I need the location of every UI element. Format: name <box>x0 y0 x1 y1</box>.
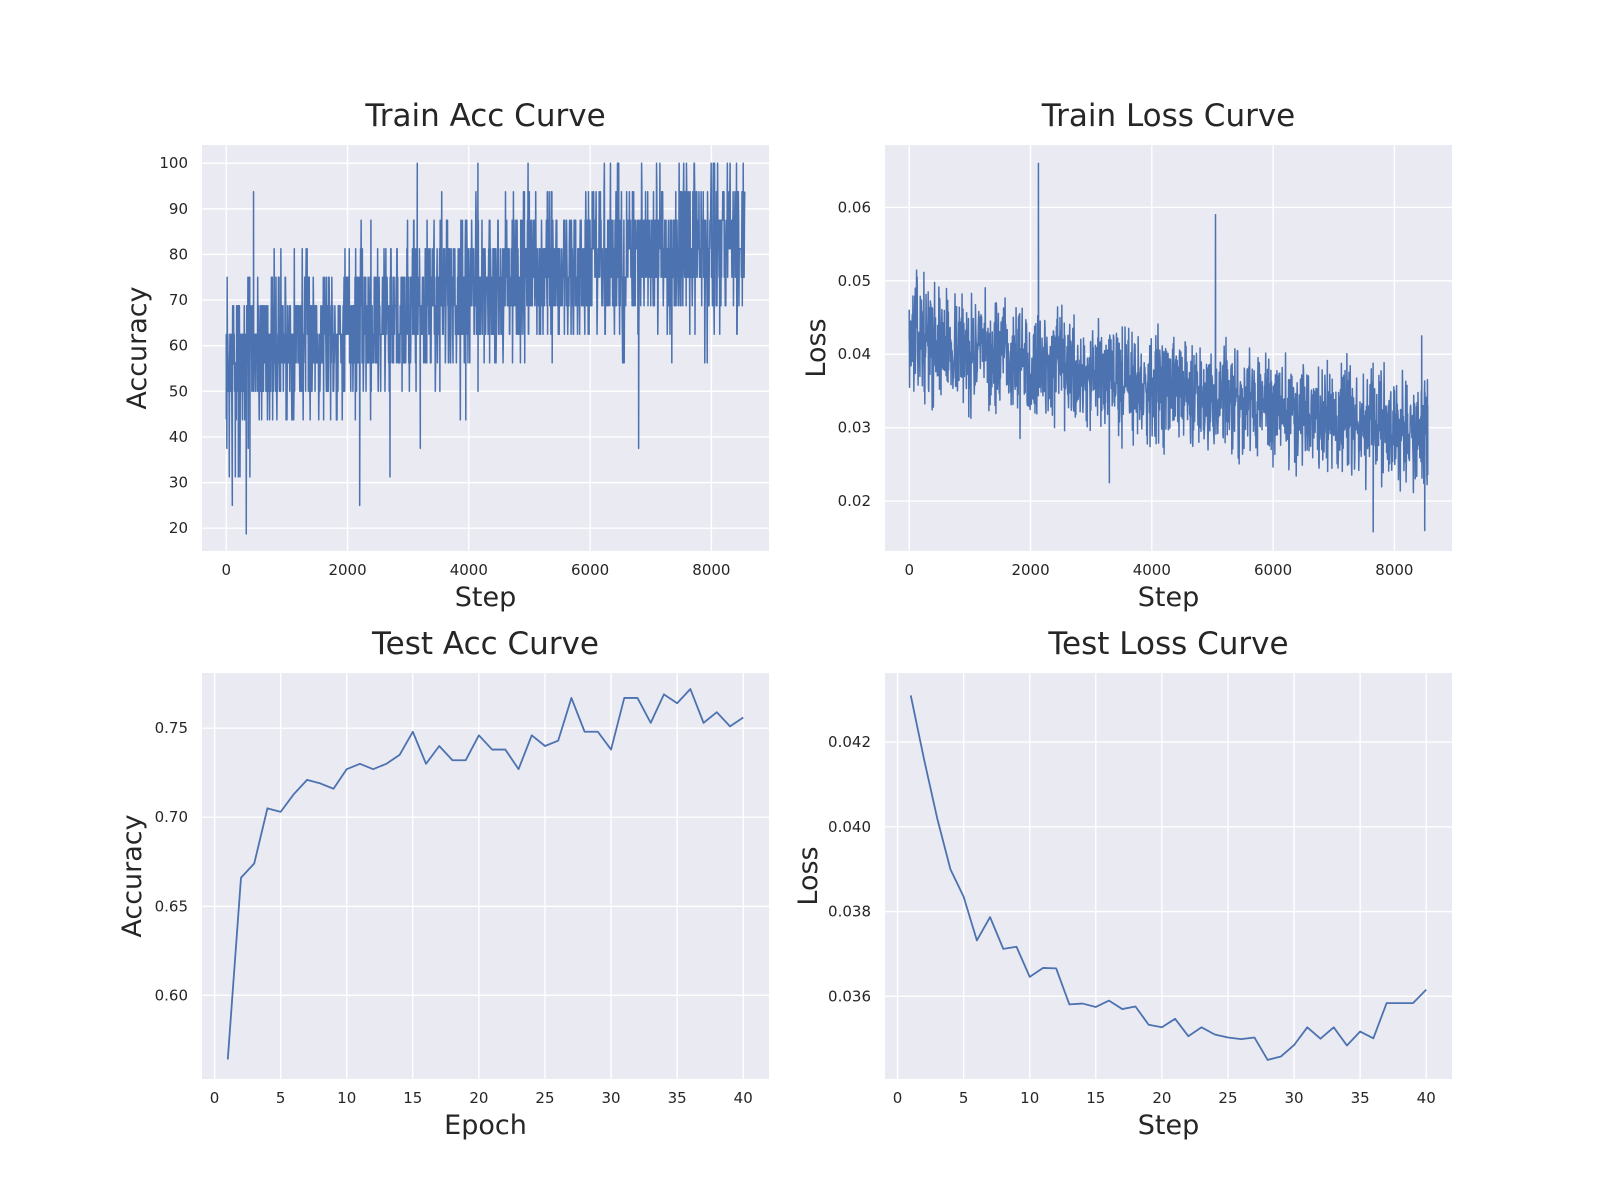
y-axis-label-test-acc: Accuracy <box>117 814 148 937</box>
x-tick-label: 6000 <box>571 561 609 579</box>
x-tick-label: 2000 <box>328 561 366 579</box>
y-tick-label: 0.60 <box>155 986 188 1004</box>
y-tick-label: 40 <box>169 428 188 446</box>
panel-test-loss: 0 5 10 15 20 25 30 35 40 0.036 0.038 0.040 0.042 Te… <box>793 626 1452 1141</box>
x-axis-label-test-acc: Epoch <box>444 1110 527 1141</box>
x-tick-label: 30 <box>1285 1089 1304 1107</box>
x-axis-label-train-loss: Step <box>1138 582 1199 613</box>
y-axis-label-train-loss: Loss <box>801 318 832 377</box>
panel-train-acc: 0 2000 4000 6000 8000 20 30 40 50 60 70 80 90 100 Tr… <box>122 98 769 613</box>
y-tick-label: 20 <box>169 519 188 537</box>
y-tick-label: 0.65 <box>155 897 188 915</box>
panel-train-loss: 0 2000 4000 6000 8000 0.02 0.03 0.04 0.05 0.06 T… <box>801 98 1452 613</box>
x-tick-label: 25 <box>1218 1089 1237 1107</box>
y-tick-label: 0.70 <box>155 808 188 826</box>
x-tick-label: 5 <box>959 1089 969 1107</box>
series-line-test-acc <box>226 688 744 1060</box>
y-tick-label: 50 <box>169 382 188 400</box>
x-tick-label: 25 <box>535 1089 554 1107</box>
y-tick-label: 0.02 <box>838 492 871 510</box>
plot-area-test-loss <box>885 673 1452 1079</box>
x-tick-label: 10 <box>337 1089 356 1107</box>
x-tick-label: 0 <box>210 1089 220 1107</box>
x-tick-label: 6000 <box>1254 561 1292 579</box>
panel-test-acc: 0 5 10 15 20 25 30 35 40 0.60 0.65 0.70 0.75 Test A… <box>117 626 769 1141</box>
y-tick-label: 0.042 <box>828 733 871 751</box>
x-tick-label: 10 <box>1020 1089 1039 1107</box>
series-line-train-loss <box>908 162 1429 533</box>
x-tick-label: 40 <box>734 1089 753 1107</box>
x-tick-label: 0 <box>893 1089 903 1107</box>
y-tick-label: 0.05 <box>838 272 871 290</box>
y-tick-label: 0.06 <box>838 198 871 216</box>
chart-title-test-acc: Test Acc Curve <box>371 626 599 662</box>
y-axis-label-train-acc: Accuracy <box>122 286 153 409</box>
y-tick-label: 0.038 <box>828 903 871 921</box>
y-tick-label: 100 <box>159 154 188 172</box>
x-axis-label-test-loss: Step <box>1138 1110 1199 1141</box>
x-tick-label: 8000 <box>692 561 730 579</box>
series-line-test-loss <box>909 695 1427 1061</box>
x-tick-label: 20 <box>469 1089 488 1107</box>
chart-title-train-loss: Train Loss Curve <box>1041 98 1296 134</box>
x-tick-label: 15 <box>1086 1089 1105 1107</box>
plot-area-test-acc <box>202 673 769 1079</box>
x-tick-label: 2000 <box>1011 561 1049 579</box>
x-tick-label: 30 <box>602 1089 621 1107</box>
y-tick-label: 0.040 <box>828 818 871 836</box>
y-tick-label: 70 <box>169 291 188 309</box>
x-tick-label: 0 <box>904 561 914 579</box>
x-tick-label: 4000 <box>1133 561 1171 579</box>
y-tick-label: 80 <box>169 245 188 263</box>
x-tick-label: 35 <box>668 1089 687 1107</box>
x-tick-label: 35 <box>1351 1089 1370 1107</box>
y-tick-label: 0.04 <box>838 345 871 363</box>
x-tick-label: 0 <box>221 561 231 579</box>
x-tick-label: 8000 <box>1375 561 1413 579</box>
x-tick-label: 4000 <box>450 561 488 579</box>
y-tick-label: 0.036 <box>828 987 871 1005</box>
y-tick-label: 0.75 <box>155 719 188 737</box>
x-tick-label: 5 <box>276 1089 286 1107</box>
series-line-train-acc <box>225 162 746 535</box>
y-tick-label: 60 <box>169 337 188 355</box>
x-tick-label: 40 <box>1417 1089 1436 1107</box>
y-tick-label: 90 <box>169 200 188 218</box>
chart-title-train-acc: Train Acc Curve <box>364 98 605 134</box>
chart-title-test-loss: Test Loss Curve <box>1047 626 1288 662</box>
x-tick-label: 15 <box>403 1089 422 1107</box>
y-tick-label: 0.03 <box>838 419 871 437</box>
y-axis-label-test-loss: Loss <box>793 846 824 905</box>
x-axis-label-train-acc: Step <box>455 582 516 613</box>
x-tick-label: 20 <box>1152 1089 1171 1107</box>
y-tick-label: 30 <box>169 474 188 492</box>
